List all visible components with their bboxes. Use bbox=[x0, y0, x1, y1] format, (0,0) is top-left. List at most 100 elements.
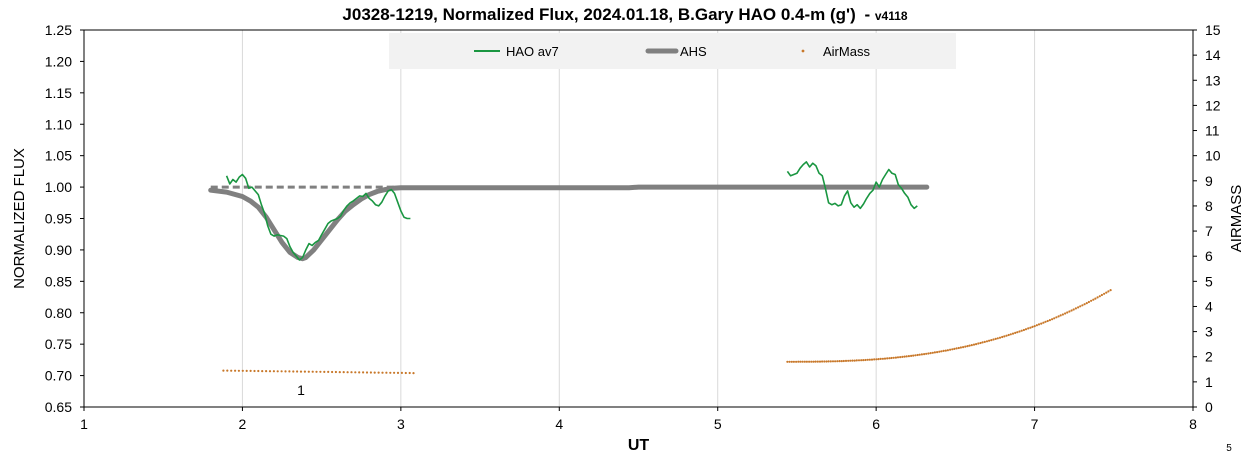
airmass-point bbox=[265, 370, 268, 373]
airmass-point bbox=[853, 359, 856, 362]
legend-swatch-airmass bbox=[801, 49, 805, 53]
airmass-point bbox=[1087, 300, 1090, 304]
airmass-point bbox=[834, 360, 837, 363]
airmass-point bbox=[1064, 312, 1067, 315]
airmass-point bbox=[1092, 298, 1095, 301]
airmass-point bbox=[1005, 334, 1008, 337]
airmass-point bbox=[938, 350, 941, 353]
airmass-point bbox=[883, 357, 887, 360]
airmass-point bbox=[385, 371, 388, 374]
airmass-point bbox=[1079, 305, 1082, 308]
airmass-point bbox=[389, 371, 392, 374]
airmass-point bbox=[868, 358, 871, 361]
airmass-point bbox=[1057, 315, 1060, 318]
series-layer bbox=[208, 161, 1112, 375]
airmass-point bbox=[288, 370, 291, 373]
legend: HAO av7 AHS AirMass bbox=[389, 33, 956, 69]
airmass-point bbox=[825, 360, 828, 363]
airmass-point bbox=[855, 359, 858, 362]
airmass-point bbox=[1055, 316, 1058, 319]
airmass-point bbox=[901, 355, 904, 358]
tick-label-y-right: 0 bbox=[1205, 399, 1213, 415]
airmass-point bbox=[1037, 323, 1041, 326]
airmass-point bbox=[1090, 299, 1093, 302]
airmass-point bbox=[810, 360, 813, 363]
airmass-point bbox=[894, 356, 898, 359]
airmass-point bbox=[1033, 325, 1036, 328]
airmass-point bbox=[358, 371, 361, 374]
airmass-point bbox=[393, 371, 396, 374]
airmass-point bbox=[814, 360, 817, 363]
airmass-point bbox=[1103, 292, 1106, 295]
airmass-point bbox=[994, 337, 997, 340]
airmass-point bbox=[1035, 324, 1038, 327]
y-axis-title: NORMALIZED FLUX bbox=[11, 148, 28, 289]
airmass-point bbox=[1007, 333, 1010, 337]
tick-label-y-right: 6 bbox=[1205, 248, 1213, 264]
airmass-point bbox=[903, 355, 906, 358]
airmass-point bbox=[222, 369, 225, 372]
airmass-point bbox=[296, 370, 299, 373]
airmass-point bbox=[792, 360, 796, 363]
airmass-point bbox=[1098, 295, 1101, 298]
airmass-point bbox=[1016, 331, 1019, 334]
airmass-point bbox=[257, 369, 260, 373]
airmass-point bbox=[942, 349, 945, 352]
airmass-point bbox=[964, 345, 967, 348]
airmass-point bbox=[1020, 329, 1023, 332]
airmass-point bbox=[404, 371, 407, 375]
airmass-point bbox=[916, 353, 919, 357]
airmass-point bbox=[985, 340, 989, 343]
legend-label-ahs: AHS bbox=[680, 44, 707, 59]
airmass-point bbox=[862, 359, 865, 362]
airmass-point bbox=[979, 341, 982, 345]
tick-label-x: 3 bbox=[397, 416, 405, 432]
airmass-point bbox=[998, 336, 1002, 339]
airmass-point bbox=[1040, 322, 1043, 325]
airmass-point bbox=[873, 358, 876, 361]
airmass-point bbox=[879, 357, 882, 360]
airmass-point bbox=[959, 346, 963, 349]
airmass-point bbox=[1072, 308, 1075, 311]
airmass-point bbox=[226, 369, 229, 372]
airmass-point bbox=[790, 360, 793, 363]
tick-label-y-right: 2 bbox=[1205, 349, 1213, 365]
airmass-point bbox=[940, 350, 943, 353]
airmass-point bbox=[311, 370, 314, 373]
tick-label-x: 8 bbox=[1189, 416, 1197, 432]
chart-title: J0328-1219, Normalized Flux, 2024.01.18,… bbox=[342, 5, 908, 24]
tick-label-x: 6 bbox=[872, 416, 880, 432]
airmass-point bbox=[1048, 319, 1051, 322]
airmass-point bbox=[927, 352, 930, 355]
airmass-point bbox=[1100, 293, 1103, 297]
airmass-point bbox=[230, 369, 233, 372]
airmass-point bbox=[338, 371, 341, 374]
tick-label-y-left: 0.95 bbox=[45, 211, 72, 227]
airmass-point bbox=[1014, 331, 1017, 334]
airmass-point bbox=[1059, 314, 1062, 317]
airmass-point bbox=[931, 351, 934, 354]
airmass-point bbox=[896, 356, 900, 359]
airmass-point bbox=[1029, 326, 1032, 329]
airmass-point bbox=[365, 371, 369, 374]
airmass-point bbox=[1094, 297, 1097, 300]
series-hao-av7-segment bbox=[225, 173, 411, 261]
airmass-point bbox=[1031, 325, 1034, 328]
airmass-point bbox=[1096, 296, 1099, 299]
airmass-point bbox=[907, 355, 911, 358]
tick-label-x: 1 bbox=[80, 416, 88, 432]
airmass-point bbox=[975, 343, 978, 346]
airmass-point bbox=[408, 371, 411, 375]
airmass-point bbox=[836, 360, 839, 363]
airmass-point bbox=[1077, 306, 1080, 309]
airmass-point bbox=[1105, 291, 1108, 294]
airmass-point bbox=[953, 347, 956, 350]
airmass-point bbox=[881, 357, 885, 360]
airmass-point bbox=[299, 370, 303, 373]
airmass-point bbox=[799, 360, 802, 363]
airmass-point bbox=[272, 370, 275, 373]
airmass-point bbox=[276, 370, 279, 373]
airmass-point bbox=[1011, 332, 1015, 335]
airmass-point bbox=[1061, 313, 1064, 316]
